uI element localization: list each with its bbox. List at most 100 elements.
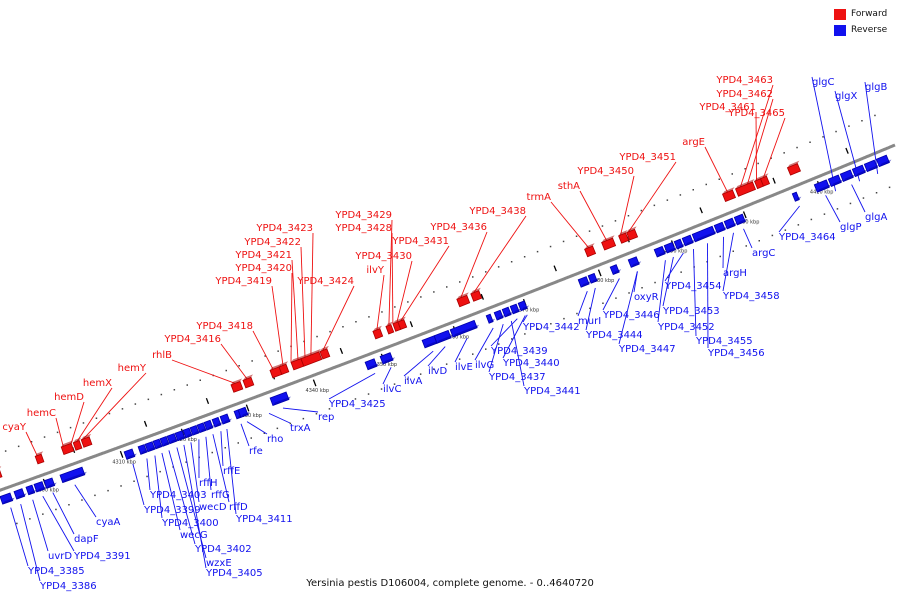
reverse-leader-line bbox=[10, 507, 29, 567]
forward-gene-label: rhlB bbox=[152, 350, 172, 361]
reverse-leader-line bbox=[662, 256, 674, 307]
reverse-leader-line bbox=[74, 484, 97, 518]
reverse-gene-shade bbox=[206, 424, 215, 431]
reverse-gene-shade bbox=[717, 226, 728, 233]
reverse-guide-dot bbox=[42, 513, 44, 515]
forward-guide-dot bbox=[251, 360, 253, 362]
reverse-guide-dot bbox=[732, 250, 734, 252]
reverse-gene-shade bbox=[162, 441, 171, 447]
forward-guide-dot bbox=[459, 281, 461, 283]
reverse-gene-label: YPD4_3453 bbox=[662, 306, 720, 317]
scale-label: 4360 kbp bbox=[446, 335, 470, 341]
forward-leader-line bbox=[300, 246, 306, 358]
reverse-leader-line bbox=[664, 252, 684, 282]
forward-leader-line bbox=[171, 359, 236, 384]
forward-guide-dot bbox=[342, 326, 344, 328]
reverse-guide-dot bbox=[524, 333, 526, 335]
reverse-swatch bbox=[834, 24, 846, 36]
forward-guide-dot bbox=[874, 114, 876, 117]
forward-leader-line bbox=[376, 274, 385, 330]
forward-guide-dot bbox=[4, 450, 7, 452]
reverse-leader-line bbox=[282, 407, 319, 413]
reverse-gene-shade bbox=[685, 239, 696, 246]
forward-guide-dot bbox=[43, 436, 46, 438]
reverse-leader-line bbox=[32, 499, 49, 552]
reverse-gene-label: YPD4_3385 bbox=[27, 566, 85, 577]
reverse-gene-label: rffE bbox=[223, 466, 240, 477]
reverse-gene-label: YPD4_3454 bbox=[664, 281, 722, 292]
reverse-gene-shade bbox=[425, 340, 439, 348]
reverse-leader-line bbox=[183, 444, 207, 569]
reverse-gene-label: ilvG bbox=[475, 360, 494, 371]
reverse-leader-line bbox=[454, 337, 468, 363]
reverse-guide-dot bbox=[224, 447, 226, 449]
reverse-leader-line bbox=[226, 428, 237, 515]
forward-guide-dot bbox=[394, 306, 396, 308]
reverse-gene-shade bbox=[177, 435, 187, 441]
reverse-leader-line bbox=[851, 184, 866, 213]
reverse-gene-label: argC bbox=[752, 248, 775, 259]
reverse-leader-line bbox=[212, 434, 230, 503]
forward-leader-line bbox=[220, 343, 248, 380]
reverse-leader-line bbox=[20, 503, 41, 582]
forward-guide-dot bbox=[186, 384, 188, 386]
reverse-leader-line bbox=[427, 346, 446, 367]
reverse-guide-dot bbox=[289, 422, 292, 425]
reverse-gene-shade bbox=[667, 246, 678, 253]
forward-guide-dot bbox=[173, 389, 176, 391]
forward-gene-shade bbox=[760, 173, 769, 179]
forward-gene-label: YPD4_3465 bbox=[727, 108, 785, 119]
reverse-guide-dot bbox=[250, 437, 252, 439]
reverse-gene-shade bbox=[505, 311, 514, 317]
reverse-guide-dot bbox=[784, 229, 787, 231]
forward-guide-dot bbox=[17, 445, 20, 448]
minor-tick bbox=[143, 420, 148, 427]
reverse-gene-shade bbox=[192, 430, 201, 436]
forward-gene-label: YPD4_3429 bbox=[334, 210, 392, 221]
reverse-gene-shade bbox=[199, 427, 208, 433]
forward-guide-dot bbox=[485, 271, 487, 273]
reverse-guide-dot bbox=[380, 388, 383, 390]
forward-gene-shade bbox=[301, 348, 321, 359]
forward-gene-shade bbox=[735, 179, 755, 189]
reverse-guide-dot bbox=[498, 343, 500, 345]
scale-tick bbox=[742, 211, 747, 219]
forward-gene-label: YPD4_3462 bbox=[715, 89, 773, 100]
reverse-gene-shade bbox=[843, 174, 856, 182]
reverse-gene-shade bbox=[383, 357, 395, 364]
reverse-guide-dot bbox=[458, 358, 461, 360]
reverse-gene-label: cyaA bbox=[96, 517, 121, 528]
minor-tick bbox=[845, 147, 849, 154]
reverse-gene-shade bbox=[16, 493, 27, 500]
reverse-leader-line bbox=[722, 232, 734, 292]
reverse-gene-label: glgA bbox=[865, 212, 887, 223]
forward-guide-dot bbox=[82, 422, 85, 424]
reverse-gene-label: wecD bbox=[199, 502, 227, 513]
reverse-gene-shade bbox=[867, 164, 880, 172]
minor-tick bbox=[339, 347, 344, 354]
legend-forward: Forward bbox=[834, 6, 892, 22]
forward-gene-shade bbox=[270, 363, 282, 371]
reverse-gene-label: argH bbox=[723, 268, 747, 279]
forward-gene-label: YPD4_3421 bbox=[234, 250, 292, 261]
reverse-gene-shade bbox=[855, 169, 868, 177]
forward-gene-shade bbox=[787, 160, 800, 168]
reverse-leader-line bbox=[488, 323, 504, 373]
reverse-gene-shade bbox=[368, 363, 379, 370]
reverse-guide-dot bbox=[485, 348, 487, 350]
reverse-gene-label: YPD4_3439 bbox=[490, 346, 548, 357]
forward-gene-label: sthA bbox=[558, 181, 580, 192]
reverse-gene-label: YPD4_3458 bbox=[722, 291, 780, 302]
forward-guide-dot bbox=[381, 311, 383, 313]
scale-label: 4300 kbp bbox=[35, 487, 59, 493]
reverse-guide-dot bbox=[719, 255, 721, 258]
forward-leader-line bbox=[82, 372, 147, 440]
reverse-gene-label: YPD4_3437 bbox=[488, 372, 546, 383]
forward-leader-line bbox=[704, 146, 728, 193]
forward-guide-dot bbox=[653, 204, 656, 207]
forward-gene-label: YPD4_3436 bbox=[429, 222, 487, 233]
forward-gene-label: trmA bbox=[527, 192, 552, 203]
reverse-guide-dot bbox=[875, 192, 878, 194]
forward-gene-shade bbox=[385, 321, 393, 327]
reverse-gene-label: YPD4_3440 bbox=[502, 358, 560, 369]
